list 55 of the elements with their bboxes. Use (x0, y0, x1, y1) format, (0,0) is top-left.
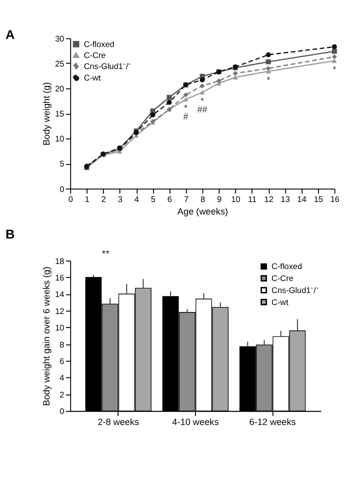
y-tick-label: 12 (55, 306, 65, 316)
legend-label: C-floxed (272, 262, 302, 272)
legend-label: Cns-Glud1⁻/⁻ (84, 62, 132, 71)
x-tick-label: 6-12 weeks (249, 417, 296, 428)
text: ** (102, 248, 110, 260)
x-tick-label: 8 (200, 194, 206, 204)
x-tick-label: 15 (314, 194, 324, 204)
y-tick-label: 16 (55, 273, 65, 282)
y-axis-title: Body weight (g) (42, 82, 52, 146)
y-tick-label: 30 (55, 34, 65, 44)
x-tick-label: 16 (330, 194, 340, 204)
chart-title: A (5, 27, 15, 42)
chart-title: B (5, 226, 15, 242)
y-tick-label: 2 (60, 390, 65, 400)
y-tick-label: 18 (55, 256, 65, 266)
x-tick-label: 11 (248, 194, 257, 204)
x-tick-label: 10 (231, 194, 241, 204)
x-axis-title: Age (weeks) (177, 206, 228, 217)
y-tick-label: 0 (60, 184, 65, 194)
x-tick-label: 4 (134, 194, 140, 204)
y-tick-label: 10 (55, 324, 65, 333)
y-tick-label: 14 (55, 290, 65, 300)
x-tick-label: 2-8 weeks (98, 417, 140, 428)
x-tick-label: 5 (150, 194, 156, 204)
legend-label: Cns-Glud1⁻/⁻ (272, 286, 319, 295)
legend-label: C-Cre (84, 50, 106, 60)
legend-label: C-Cre (272, 274, 294, 284)
x-tick-label: 9 (216, 194, 222, 204)
annotation: * ## (197, 96, 208, 114)
y-axis-title: Body weight gain over 6 weeks (g) (42, 266, 52, 406)
y-tick-label: 6 (60, 357, 65, 366)
x-tick-label: 4-10 weeks (172, 417, 220, 428)
x-tick-label: 13 (280, 194, 290, 204)
y-tick-label: 25 (55, 59, 65, 68)
y-tick-label: 4 (60, 374, 65, 383)
y-tick-label: 15 (55, 110, 65, 119)
annotation: * (266, 75, 271, 86)
annotation: * (332, 64, 337, 75)
x-tick-label: 1 (84, 194, 90, 204)
y-tick-label: 10 (55, 134, 65, 144)
y-tick-label: 20 (55, 84, 65, 94)
annotation: * # (183, 103, 190, 122)
y-tick-label: 5 (60, 160, 65, 169)
x-tick-label: 12 (264, 194, 274, 204)
x-tick-label: 3 (118, 194, 123, 204)
y-tick-label: 8 (60, 340, 65, 350)
legend-label: C-wt (272, 298, 290, 307)
legend-label: C-floxed (84, 40, 115, 49)
x-tick-label: 6 (167, 194, 172, 204)
y-tick-label: 0 (60, 407, 65, 416)
x-tick-label: 2 (101, 194, 106, 204)
legend-label: C-wt (84, 74, 102, 83)
x-tick-label: 0 (68, 194, 74, 204)
x-tick-label: 7 (184, 194, 189, 204)
x-tick-label: 14 (297, 194, 307, 204)
